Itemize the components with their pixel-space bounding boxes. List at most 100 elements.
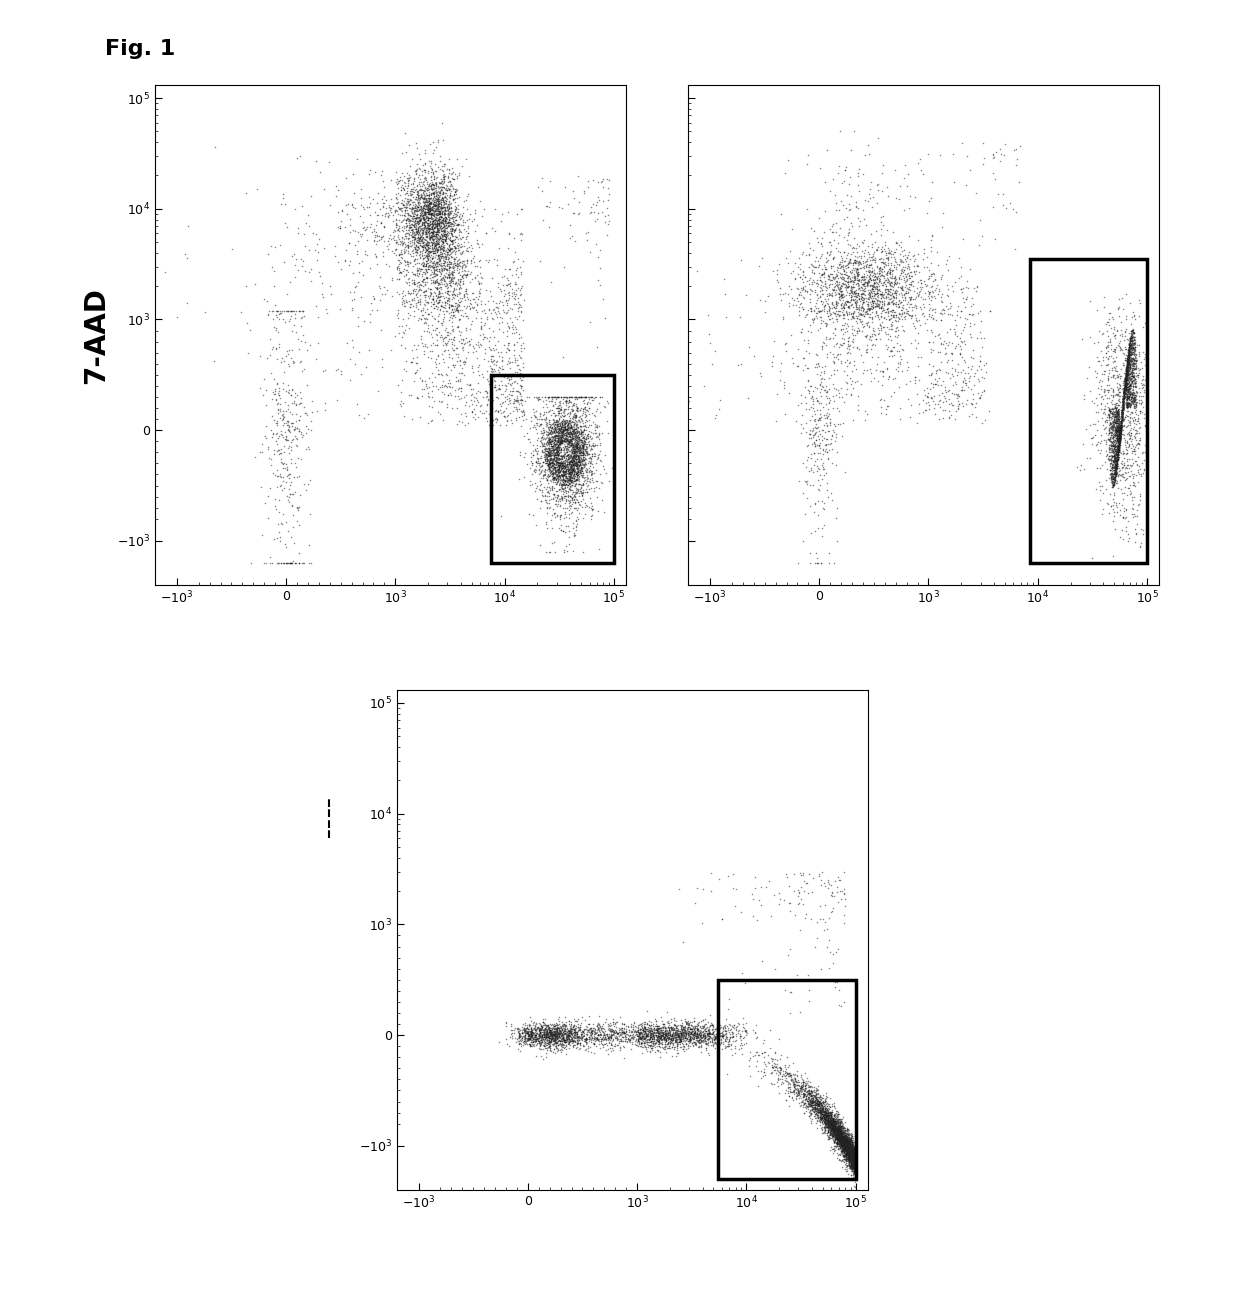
Point [923,373,942,394]
Point [1125,416,1145,437]
Point [439,239,459,260]
Point [543,463,563,484]
Point [843,1152,863,1173]
Point [843,1157,863,1178]
Point [725,1035,745,1056]
Point [1110,417,1130,438]
Point [500,284,520,305]
Point [556,458,575,479]
Point [606,1020,626,1041]
Point [1106,451,1126,472]
Point [683,1019,703,1040]
Point [1125,304,1145,325]
Point [386,238,405,259]
Point [1112,396,1132,417]
Point [627,1031,647,1052]
Point [1104,446,1123,467]
Point [835,1126,854,1147]
Point [843,1145,863,1166]
Point [438,321,458,342]
Point [458,250,477,271]
Point [526,1028,546,1049]
Point [821,1120,841,1141]
Point [414,208,434,229]
Point [549,397,569,418]
Point [407,264,427,285]
Point [505,1022,525,1043]
Point [520,1018,539,1039]
Point [549,426,569,447]
Point [827,398,847,419]
Point [880,271,900,292]
Point [448,295,467,316]
Point [804,239,823,260]
Point [796,341,816,362]
Point [422,176,441,197]
Point [541,1014,560,1035]
Point [580,429,600,450]
Point [1114,387,1133,408]
Point [449,410,469,431]
Point [847,287,867,308]
Point [833,1136,853,1157]
Point [791,1090,811,1111]
Point [873,252,893,274]
Point [841,1148,861,1169]
Point [828,258,848,279]
Point [440,176,460,197]
Point [441,320,461,341]
Point [430,377,450,398]
Point [1121,362,1141,383]
Point [438,178,458,199]
Point [815,1103,835,1124]
Point [548,430,568,451]
Point [884,293,904,314]
Point [460,292,480,313]
Point [573,422,593,443]
Point [835,241,854,262]
Point [884,288,904,309]
Point [825,1112,844,1134]
Point [831,1109,851,1130]
Point [650,1019,670,1040]
Point [940,297,960,318]
Point [883,263,903,284]
Point [425,351,445,372]
Point [768,270,787,291]
Point [425,246,445,267]
Point [559,463,579,484]
Point [401,189,420,210]
Point [1097,347,1117,368]
Point [645,1030,665,1051]
Point [536,1019,556,1040]
Point [544,468,564,489]
Point [479,250,498,271]
Point [825,1109,844,1130]
Point [559,473,579,494]
Point [428,199,448,220]
Point [825,1126,844,1147]
Point [1120,380,1140,401]
Point [1125,350,1145,371]
Point [828,1128,848,1149]
Point [817,1110,837,1131]
Point [420,218,440,239]
Point [510,1023,529,1044]
Point [439,237,459,258]
Point [546,1024,565,1045]
Point [637,1018,657,1039]
Point [634,1034,653,1055]
Point [820,299,839,320]
Point [867,292,887,313]
Point [882,314,901,335]
Point [826,1120,846,1141]
Point [549,1030,569,1051]
Point [846,1135,866,1156]
Point [1106,450,1126,471]
Point [538,442,558,463]
Point [425,235,445,256]
Point [399,214,419,235]
Point [404,203,424,224]
Point [560,1035,580,1056]
Point [548,435,568,456]
